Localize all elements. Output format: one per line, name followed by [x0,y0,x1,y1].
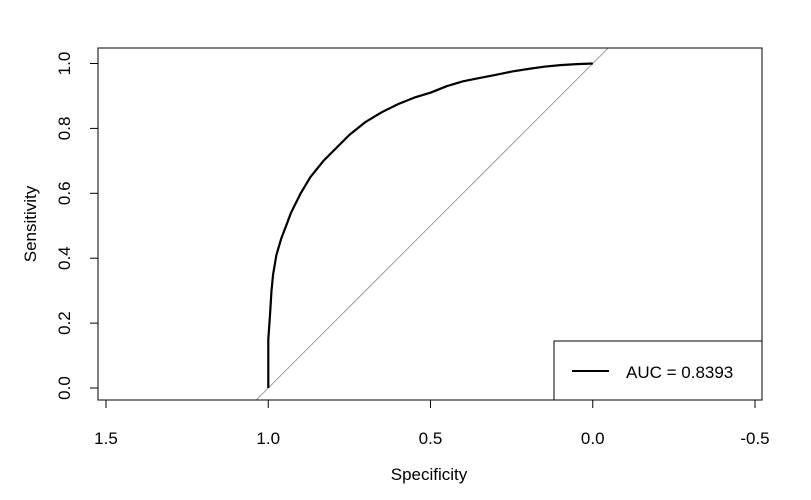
x-tick-label: 0.0 [581,429,605,448]
x-tick-label: 0.5 [419,429,443,448]
y-axis: 0.0 0.2 0.4 0.6 0.8 1.0 [55,52,99,400]
x-tick-label: 1.0 [256,429,280,448]
x-tick-label: -0.5 [740,429,769,448]
y-tick-label: 0.2 [55,311,74,335]
x-axis: 1.5 1.0 0.5 0.0 -0.5 [94,399,770,448]
y-tick-label: 0.4 [55,246,74,270]
x-tick-label: 1.5 [94,429,118,448]
y-tick-label: 0.6 [55,181,74,205]
chance-reference-line [255,48,609,400]
y-axis-title: Sensitivity [21,185,40,262]
x-axis-title: Specificity [391,465,468,484]
legend: AUC = 0.8393 [553,340,763,401]
y-tick-label: 1.0 [55,52,74,76]
y-tick-label: 0.0 [55,376,74,400]
roc-curve-line [267,62,593,388]
legend-label: AUC = 0.8393 [626,363,733,382]
y-tick-label: 0.8 [55,117,74,141]
